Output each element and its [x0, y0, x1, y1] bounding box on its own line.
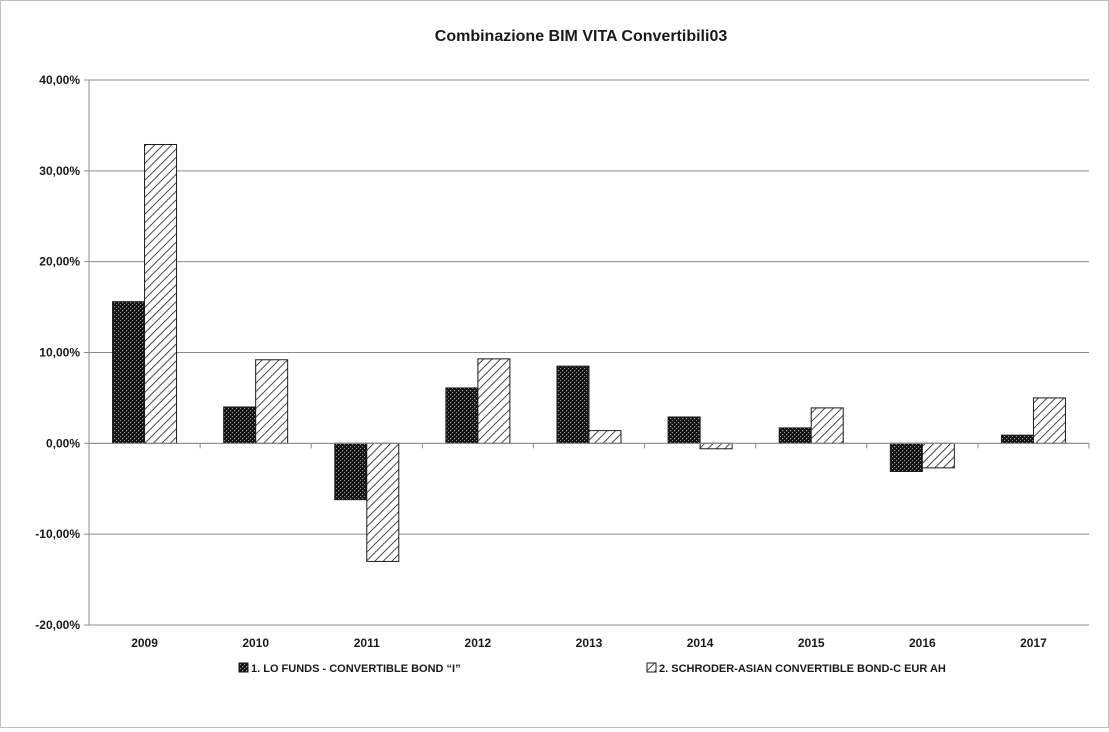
x-tick-label: 2011 — [354, 636, 380, 650]
legend-label: 2. SCHRODER-ASIAN CONVERTIBLE BOND-C EUR… — [659, 663, 946, 675]
legend-swatch — [238, 662, 249, 673]
bar-series-1-2017 — [1000, 434, 1034, 444]
x-tick-label: 2017 — [1020, 636, 1047, 650]
y-tick-label: 30,00% — [39, 164, 80, 178]
bar-series-2-2010 — [255, 359, 289, 444]
bar-series-2-2016 — [921, 442, 955, 469]
legend-item-1: 1. LO FUNDS - CONVERTIBLE BOND “I” — [238, 662, 461, 675]
bar-series-1-2010 — [223, 406, 257, 444]
x-axis-ticks: 2009 2010 2011 2012 2013 2014 2015 2016 2017 — [131, 443, 1090, 650]
bar-series-1-2013 — [556, 365, 590, 444]
y-tick-label: 10,00% — [39, 346, 80, 360]
bar-series-1-2014 — [667, 416, 701, 444]
bar-series-2-2015 — [810, 407, 844, 444]
x-tick-label: 2013 — [576, 636, 603, 650]
bar-series-1-2009 — [112, 301, 146, 444]
y-tick-label: 0,00% — [46, 436, 80, 450]
x-tick-label: 2012 — [465, 636, 492, 650]
chart-title: Combinazione BIM VITA Convertibili03 — [435, 28, 728, 45]
y-axis-ticks: -20,00% -10,00% 0,00% 10,00% 20,00% 30,00% 40,… — [35, 73, 89, 632]
bar-series-2-2014 — [699, 442, 733, 450]
bar-series-2-2012 — [477, 358, 511, 444]
legend: 1. LO FUNDS - CONVERTIBLE BOND “I” 2. SCH… — [238, 662, 946, 675]
axes — [88, 80, 1089, 625]
bar-series-2-2017 — [1032, 397, 1066, 444]
bar-series-1-2012 — [445, 387, 479, 444]
bar-series-1-2016 — [889, 442, 923, 472]
x-tick-label: 2015 — [798, 636, 825, 650]
gridlines — [89, 79, 1089, 626]
bar-series-1-2015 — [778, 427, 812, 444]
bar-series-2-2013 — [588, 430, 622, 444]
bar-series-2-2009 — [144, 143, 178, 444]
x-tick-label: 2010 — [242, 636, 269, 650]
y-tick-label: -10,00% — [35, 527, 80, 541]
x-tick-label: 2014 — [687, 636, 714, 650]
y-tick-label: 20,00% — [39, 255, 80, 269]
y-tick-label: 40,00% — [39, 73, 80, 87]
bar-series-2-2011 — [366, 442, 400, 562]
bars — [112, 143, 1066, 562]
x-tick-label: 2009 — [131, 636, 158, 650]
legend-label: 1. LO FUNDS - CONVERTIBLE BOND “I” — [251, 663, 461, 675]
y-tick-label: -20,00% — [35, 618, 80, 632]
bar-series-1-2011 — [334, 442, 368, 501]
legend-swatch — [646, 662, 657, 673]
x-tick-label: 2016 — [909, 636, 936, 650]
legend-item-2: 2. SCHRODER-ASIAN CONVERTIBLE BOND-C EUR… — [646, 662, 946, 675]
